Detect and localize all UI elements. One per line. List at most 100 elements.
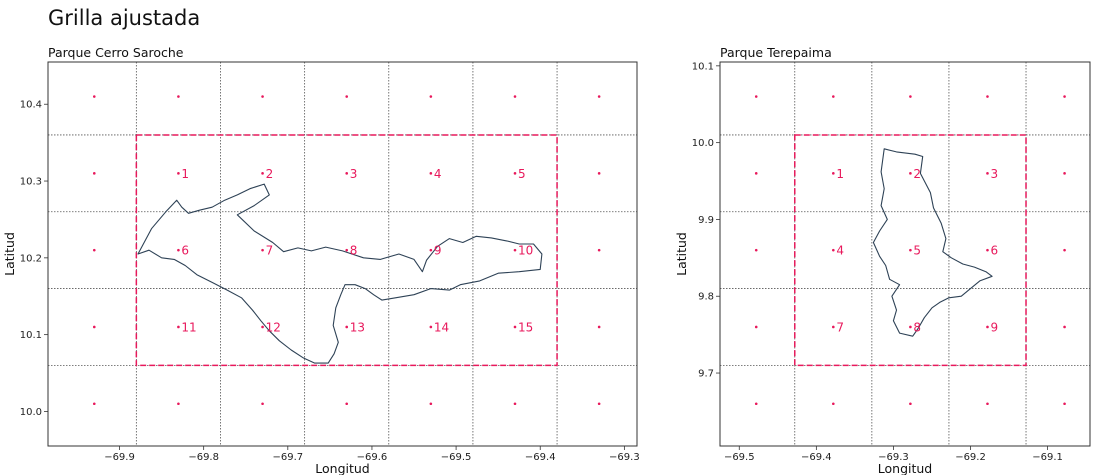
grid-point-label: 11 bbox=[181, 320, 196, 334]
grid-point bbox=[345, 172, 349, 175]
grid-point bbox=[909, 325, 912, 329]
grid-point bbox=[177, 325, 180, 329]
axes-frame bbox=[719, 61, 1091, 447]
grid-point-label: 9 bbox=[434, 244, 442, 258]
grid-point-label: 10 bbox=[518, 244, 533, 258]
x-axis-title: Longitud bbox=[315, 461, 369, 475]
grid-point bbox=[832, 325, 835, 329]
grid-point bbox=[513, 248, 517, 252]
grid-point bbox=[986, 172, 989, 175]
y-tick-label: 10.0 bbox=[692, 138, 714, 149]
x-tick-label: −69.2 bbox=[955, 452, 986, 463]
grid-point bbox=[832, 95, 835, 98]
y-tick-label: 10.4 bbox=[20, 100, 42, 111]
grid-point-label: 2 bbox=[913, 167, 921, 181]
grid-bounding-box bbox=[135, 134, 558, 367]
grid-point bbox=[909, 248, 912, 252]
grid-point-label: 1 bbox=[181, 167, 189, 181]
grid-point bbox=[345, 95, 349, 98]
grid-point bbox=[754, 95, 758, 98]
grid-point-label: 8 bbox=[350, 244, 358, 258]
x-tick-label: −69.4 bbox=[525, 452, 556, 463]
grid-point bbox=[1063, 248, 1066, 252]
grid-point bbox=[832, 172, 835, 175]
chart-title: Parque Terepaima bbox=[720, 45, 832, 60]
grid-point bbox=[986, 325, 989, 329]
grid-point bbox=[92, 172, 96, 175]
grid-point bbox=[177, 402, 180, 406]
chart-panel-terepaima: 1 2 3 4 5 6 7 8 9 −69.5 −69.4 −69.3 −69.2 −69.1 9.7 9.8… bbox=[674, 45, 1091, 475]
grid-point-label: 5 bbox=[913, 244, 921, 258]
grid-point-label: 13 bbox=[350, 320, 365, 334]
grid-point bbox=[909, 172, 912, 175]
y-tick-label: 10.2 bbox=[20, 253, 42, 264]
park-boundary-outline bbox=[872, 148, 993, 337]
y-tick-label: 9.7 bbox=[698, 369, 714, 380]
y-axis-title: Latitud bbox=[674, 232, 689, 276]
x-tick-label: −69.4 bbox=[801, 452, 832, 463]
x-tick-label: −69.5 bbox=[441, 452, 472, 463]
grid-point bbox=[1063, 325, 1066, 329]
grid-point bbox=[597, 172, 601, 175]
grid-point-label: 5 bbox=[518, 167, 526, 181]
x-tick-label: −69.9 bbox=[104, 452, 135, 463]
grid-point bbox=[429, 248, 433, 252]
grid-point-label: 4 bbox=[434, 167, 442, 181]
grid-point-label: 14 bbox=[434, 320, 449, 334]
grid-point-label: 1 bbox=[836, 167, 844, 181]
grid-point bbox=[261, 402, 264, 406]
grid-point bbox=[177, 95, 180, 98]
grid-point bbox=[513, 95, 517, 98]
grid-point bbox=[597, 325, 601, 329]
grid-point-label: 2 bbox=[266, 167, 274, 181]
grid-point-label: 6 bbox=[990, 244, 998, 258]
grid-point bbox=[986, 95, 989, 98]
x-tick-label: −69.3 bbox=[609, 452, 640, 463]
x-tick-label: −69.8 bbox=[188, 452, 219, 463]
x-tick-label: −69.1 bbox=[1032, 452, 1063, 463]
grid-point-label: 6 bbox=[181, 244, 189, 258]
grid-point bbox=[261, 172, 264, 175]
grid-point-label: 12 bbox=[266, 320, 281, 334]
grid-point bbox=[429, 172, 433, 175]
grid-point bbox=[345, 248, 349, 252]
grid-point bbox=[1063, 172, 1066, 175]
grid-point bbox=[832, 248, 835, 252]
grid-point bbox=[754, 325, 758, 329]
grid-point bbox=[754, 248, 758, 252]
x-tick-label: −69.5 bbox=[724, 452, 755, 463]
grid-point-label: 9 bbox=[990, 320, 998, 334]
grid-point bbox=[177, 172, 180, 175]
x-tick-label: −69.6 bbox=[357, 452, 388, 463]
grid-point bbox=[909, 402, 912, 406]
chart-title: Parque Cerro Saroche bbox=[48, 45, 184, 60]
grid-point bbox=[597, 248, 601, 252]
y-tick-label: 9.8 bbox=[698, 292, 714, 303]
x-tick-label: −69.3 bbox=[878, 452, 909, 463]
grid-point bbox=[1063, 402, 1066, 406]
grid-point bbox=[1063, 95, 1066, 98]
grid-point bbox=[92, 325, 96, 329]
grid-point-label: 8 bbox=[913, 320, 921, 334]
grid-point bbox=[754, 172, 758, 175]
grid-point bbox=[429, 95, 433, 98]
grid-point bbox=[597, 95, 601, 98]
grid-point bbox=[261, 325, 264, 329]
grid-point bbox=[513, 402, 517, 406]
grid-point-label: 7 bbox=[836, 320, 844, 334]
grid-point bbox=[92, 95, 96, 98]
grid-point bbox=[513, 172, 517, 175]
y-tick-label: 9.9 bbox=[698, 215, 714, 226]
grid-point bbox=[345, 325, 349, 329]
grid-point-label: 3 bbox=[990, 167, 998, 181]
y-tick-label: 10.1 bbox=[20, 330, 42, 341]
grid-point-label: 7 bbox=[266, 244, 274, 258]
y-tick-label: 10.1 bbox=[692, 61, 714, 72]
grid-point bbox=[429, 325, 433, 329]
x-tick-label: −69.7 bbox=[272, 452, 303, 463]
y-tick-label: 10.3 bbox=[20, 177, 42, 188]
grid-point-label: 3 bbox=[350, 167, 358, 181]
grid-point bbox=[261, 248, 264, 252]
grid-point bbox=[92, 248, 96, 252]
grid-point bbox=[513, 325, 517, 329]
